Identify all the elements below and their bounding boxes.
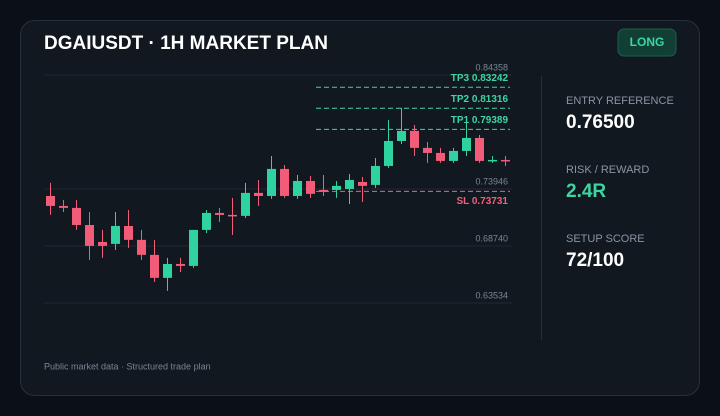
candle-body [163, 263, 172, 278]
footer: Public market data · Structured trade pl… [44, 361, 211, 371]
candle-body [111, 225, 120, 244]
candle-body [462, 137, 471, 151]
y-tick-label: 0.73946 [475, 176, 508, 186]
stat-value: 2.4R [566, 181, 606, 202]
candle-body [59, 205, 68, 208]
candle-body [98, 241, 107, 246]
candle-body [488, 159, 497, 162]
candle-body [358, 181, 367, 186]
stat-label: RISK / REWARD [566, 164, 649, 176]
level-label: TP1 0.79389 [451, 115, 509, 126]
candle-body [241, 192, 250, 216]
candle-body [371, 165, 380, 185]
candle-body [319, 189, 328, 192]
candle-body [202, 212, 211, 230]
chart-title: DGAIUSDT · 1H MARKET PLAN [44, 33, 328, 54]
candle-body [280, 168, 289, 196]
y-tick-label: 0.84358 [475, 62, 508, 72]
level-label: TP2 0.81316 [451, 94, 509, 105]
y-tick-label: 0.63534 [475, 290, 508, 300]
candle-body [254, 192, 263, 196]
level-label: SL 0.73731 [456, 196, 508, 207]
badge-label: LONG [630, 35, 665, 49]
candle-body [345, 179, 354, 189]
candle-body [384, 141, 393, 166]
candle-body [397, 130, 406, 141]
candle-body [475, 137, 484, 161]
card [20, 20, 700, 396]
candle-body [124, 225, 133, 240]
candle-body [332, 185, 341, 190]
candle-body [46, 195, 55, 206]
badge [617, 28, 677, 57]
stat-label: ENTRY REFERENCE [566, 95, 674, 107]
level-label: TP3 0.83242 [451, 73, 509, 84]
candle-body [410, 130, 419, 148]
candle-body [215, 212, 224, 215]
y-tick-label: 0.68740 [475, 233, 508, 243]
candle-body [137, 239, 146, 255]
stat-label: SETUP SCORE [566, 233, 645, 245]
candle-body [72, 207, 81, 225]
candle-body [228, 214, 237, 217]
candle-body [176, 263, 185, 266]
candle-body [293, 180, 302, 196]
stat-value: 72/100 [566, 250, 624, 271]
candle-body [267, 168, 276, 196]
candle-body [150, 254, 159, 278]
candle-body [436, 152, 445, 161]
candle-body [85, 224, 94, 246]
candle-body [423, 147, 432, 153]
candle-body [189, 229, 198, 266]
stat-value: 0.76500 [566, 112, 635, 133]
candle-body [449, 150, 458, 161]
candle-body [306, 180, 315, 194]
candle-body [501, 159, 510, 162]
